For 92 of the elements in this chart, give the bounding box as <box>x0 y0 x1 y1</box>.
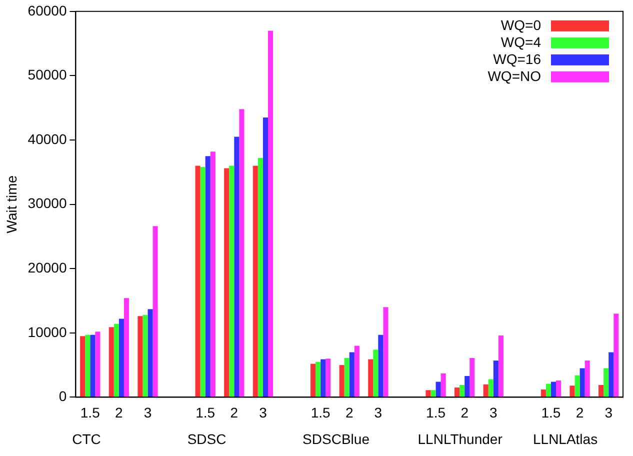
x-tick-label: 1.5 <box>196 404 216 420</box>
bar <box>546 384 551 397</box>
bar <box>470 358 475 397</box>
x-tick-label: 1.5 <box>426 404 446 420</box>
bar <box>430 390 436 397</box>
bar <box>354 346 360 397</box>
x-tick-label: 1.5 <box>541 404 561 420</box>
bar <box>258 158 263 397</box>
bar <box>493 360 498 397</box>
bar <box>373 350 378 397</box>
y-tick-label: 60000 <box>28 2 67 18</box>
x-tick-label: 1.5 <box>80 404 100 420</box>
bar <box>344 358 350 397</box>
text: SDSC <box>187 431 226 447</box>
bar <box>608 352 614 397</box>
bar <box>483 384 488 397</box>
bar <box>378 334 384 397</box>
bar <box>440 373 446 397</box>
bar <box>316 362 321 397</box>
bar <box>464 376 470 397</box>
bar <box>114 324 119 397</box>
bar <box>124 298 130 397</box>
x-tick-label: 2 <box>576 404 584 420</box>
y-tick-label: 0 <box>58 388 67 404</box>
bar <box>614 314 619 397</box>
bar <box>383 307 388 397</box>
text: CTC <box>72 431 101 447</box>
x-tick-label: 3 <box>259 404 268 420</box>
bar <box>108 327 114 397</box>
bar <box>368 359 374 397</box>
bar <box>550 382 556 397</box>
bar <box>349 352 354 397</box>
y-axis-title: Wait time <box>3 175 20 234</box>
text: LLNLThunder <box>418 431 503 447</box>
legend-label: WQ=NO <box>488 68 542 84</box>
bar <box>85 334 90 397</box>
y-tick-label: 40000 <box>28 130 67 147</box>
bar <box>488 379 494 397</box>
bar <box>454 388 460 397</box>
y-tick-label: 10000 <box>28 324 67 340</box>
bar <box>268 30 274 397</box>
bar <box>205 156 210 397</box>
bar <box>320 359 326 397</box>
bar <box>426 390 431 397</box>
x-tick-label: 2 <box>115 404 124 420</box>
y-tick-label: 50000 <box>28 66 67 83</box>
bar <box>142 314 148 397</box>
bar <box>95 332 100 397</box>
legend-label: WQ=0 <box>500 16 542 33</box>
bar <box>580 368 585 397</box>
x-tick-label: 3 <box>604 404 613 420</box>
bar <box>584 360 590 397</box>
bar <box>118 318 124 397</box>
x-tick-label: 2 <box>345 404 354 420</box>
bar <box>598 384 604 397</box>
bar <box>210 152 216 397</box>
bar <box>148 309 153 397</box>
bar <box>310 364 316 397</box>
bar <box>326 358 331 397</box>
text: LLNLAtlas <box>532 431 598 447</box>
legend-label: WQ=16 <box>493 50 542 67</box>
bar <box>436 382 441 397</box>
y-tick-label: 30000 <box>28 195 67 212</box>
bar <box>574 375 580 397</box>
bar <box>460 384 465 397</box>
text: SDSCBlue <box>302 431 370 447</box>
bar <box>570 386 575 397</box>
bar <box>556 380 562 397</box>
bar <box>152 226 158 397</box>
bar <box>90 334 96 397</box>
bar <box>234 136 240 397</box>
bar <box>138 316 143 397</box>
legend-label: WQ=4 <box>500 34 542 50</box>
x-tick-label: 1.5 <box>310 404 331 420</box>
x-tick-label: 3 <box>489 404 498 420</box>
bar <box>229 166 234 397</box>
bar <box>195 166 200 397</box>
bar <box>498 335 504 397</box>
bar <box>224 168 230 397</box>
bar <box>80 336 86 397</box>
bar <box>239 109 244 397</box>
x-tick-label: 3 <box>144 404 152 420</box>
bar <box>252 166 258 397</box>
bar <box>262 117 268 397</box>
y-tick-label: 20000 <box>28 259 67 276</box>
bar <box>604 368 609 397</box>
bar <box>339 365 344 397</box>
bar <box>200 167 206 397</box>
x-tick-label: 2 <box>230 404 238 420</box>
x-tick-label: 3 <box>374 404 382 420</box>
x-tick-label: 2 <box>460 404 469 420</box>
bar <box>540 389 546 397</box>
